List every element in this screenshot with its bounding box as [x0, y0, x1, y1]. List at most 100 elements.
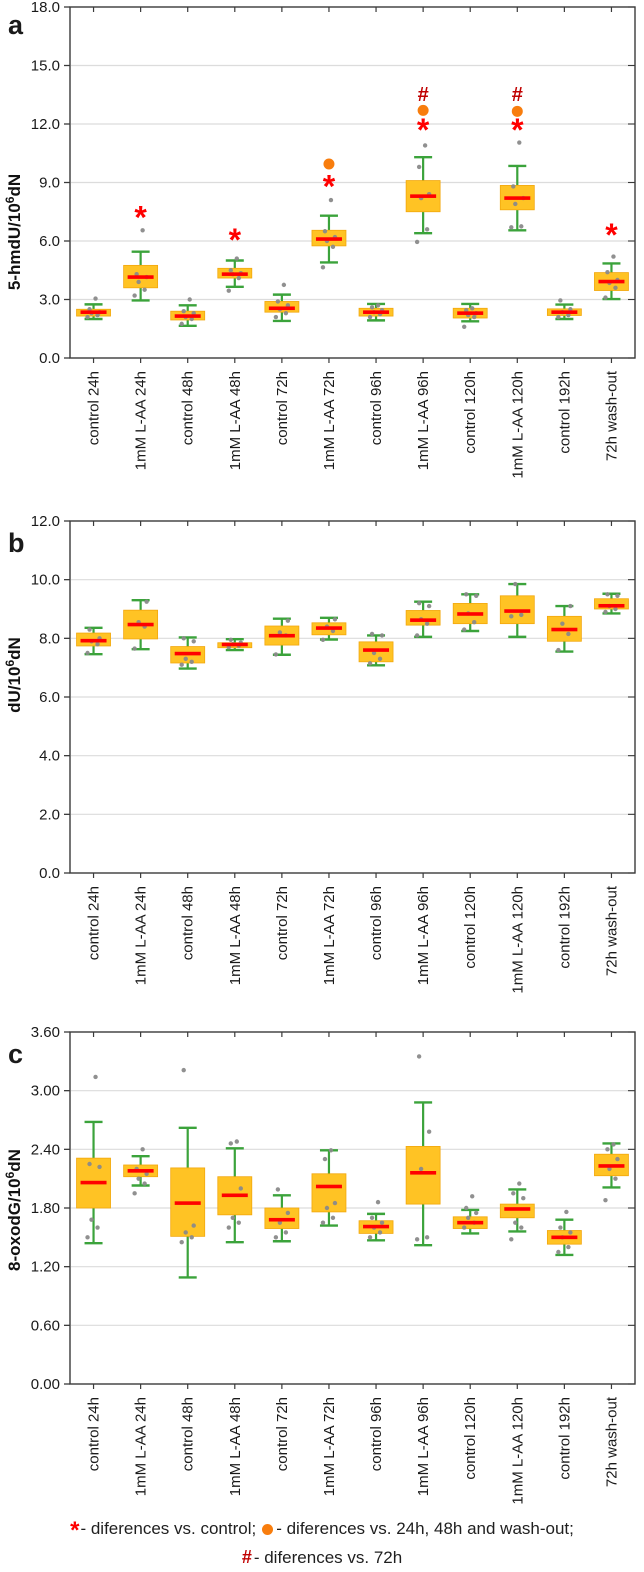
data-point — [330, 244, 336, 250]
data-point — [613, 606, 618, 612]
y-tick-label: 0.60 — [31, 1317, 60, 1334]
data-point — [191, 310, 196, 316]
data-point — [519, 1225, 524, 1230]
data-point — [560, 621, 565, 626]
x-tick-label: control 48h — [180, 886, 197, 960]
y-tick-label: 3.60 — [31, 1024, 60, 1041]
data-point — [142, 1181, 147, 1186]
x-tick-label: control 72h — [274, 371, 291, 445]
data-point — [144, 599, 149, 604]
data-point — [140, 228, 145, 233]
x-tick-label: control 192h — [556, 1397, 573, 1480]
median-line — [174, 1201, 201, 1205]
data-point — [236, 275, 241, 281]
data-point — [426, 603, 432, 609]
box — [311, 1173, 347, 1213]
data-point — [568, 603, 573, 609]
data-point — [566, 312, 571, 318]
data-point — [605, 592, 610, 597]
data-point — [424, 227, 430, 232]
x-tick-label: 72h wash-out — [603, 370, 620, 461]
data-point — [89, 1217, 94, 1222]
panel-b: 12.0 10.0 8.0 6.0 4.0 2.0 0.0 b dU/106dN control … — [3, 513, 636, 994]
data-point — [330, 628, 336, 634]
data-point — [179, 1240, 184, 1245]
data-point — [605, 270, 610, 275]
median-line — [127, 275, 154, 279]
legend-line-1: *- diferences vs. control; - diferences v… — [0, 1516, 644, 1544]
data-point — [132, 1191, 137, 1196]
data-point — [367, 661, 373, 666]
y-tick-label: 1.80 — [31, 1200, 60, 1217]
data-point — [513, 201, 518, 207]
data-point — [566, 631, 571, 637]
panel-c: 3.60 3.00 2.40 1.80 1.20 0.60 0.00 c 8-oxodG/106… — [3, 1024, 636, 1505]
data-point — [136, 1176, 141, 1181]
median-line — [363, 310, 390, 314]
data-point — [379, 1220, 385, 1225]
data-point — [603, 1197, 608, 1203]
data-point — [181, 636, 186, 641]
data-point — [85, 1235, 90, 1240]
data-point — [517, 1181, 522, 1186]
x-tick-label: 1mM L-AA 96h — [415, 371, 432, 470]
y-axis-title: 8-oxodG/106dN — [3, 1149, 24, 1271]
x-tick-label: 1mM L-AA 72h — [321, 371, 338, 470]
data-point — [283, 310, 289, 316]
data-point — [558, 1225, 563, 1230]
data-point — [238, 1186, 243, 1191]
y-tick-label: 12.0 — [31, 116, 60, 133]
data-point — [328, 197, 334, 203]
data-point — [324, 1205, 330, 1211]
median-line — [504, 1207, 531, 1211]
data-point — [189, 316, 194, 322]
annotation-dot — [511, 105, 523, 117]
median-line — [363, 1224, 390, 1229]
data-point — [181, 1067, 186, 1073]
data-point — [285, 303, 291, 308]
data-point — [605, 1147, 610, 1152]
median-line — [315, 626, 342, 630]
median-line — [80, 310, 107, 314]
data-point — [332, 617, 338, 622]
data-point — [416, 600, 422, 606]
data-point — [513, 581, 518, 587]
data-point — [226, 288, 231, 293]
data-point — [375, 303, 381, 308]
annotation-star: * — [511, 112, 524, 148]
y-tick-label: 18.0 — [31, 0, 60, 16]
x-tick-label: control 48h — [180, 371, 197, 445]
data-point — [191, 639, 196, 644]
data-point — [611, 254, 616, 259]
y-tick-label: 2.0 — [39, 806, 60, 823]
data-point — [187, 297, 192, 302]
x-tick-label: control 192h — [556, 886, 573, 969]
data-point — [509, 614, 514, 619]
data-point — [426, 1129, 432, 1134]
data-point — [189, 1235, 194, 1240]
data-point — [285, 1210, 291, 1216]
x-tick-label: 1mM L-AA 48h — [227, 886, 244, 985]
data-point — [556, 1249, 561, 1255]
data-point — [189, 659, 194, 664]
y-tick-label: 0.00 — [31, 1376, 60, 1393]
panel-a: 18.0 15.0 12.0 9.0 6.0 3.0 0.0 a 5-hmdU/106dN con… — [3, 0, 636, 479]
data-point — [377, 1230, 383, 1235]
data-point — [230, 1215, 235, 1220]
data-point — [134, 271, 139, 277]
median-line — [457, 311, 484, 315]
data-point — [511, 184, 516, 189]
median-line — [551, 310, 578, 314]
data-point — [371, 650, 377, 656]
data-point — [414, 1237, 420, 1242]
data-point — [414, 239, 420, 245]
panel-letter: b — [8, 528, 25, 558]
data-point — [613, 285, 618, 290]
data-point — [424, 1235, 430, 1240]
annotation-star: * — [605, 217, 618, 253]
data-point — [369, 1215, 375, 1220]
data-point — [418, 1166, 424, 1172]
data-point — [330, 1215, 336, 1220]
data-point — [236, 1220, 241, 1225]
legend-text-72h: - diferences vs. 72h — [253, 1548, 403, 1567]
